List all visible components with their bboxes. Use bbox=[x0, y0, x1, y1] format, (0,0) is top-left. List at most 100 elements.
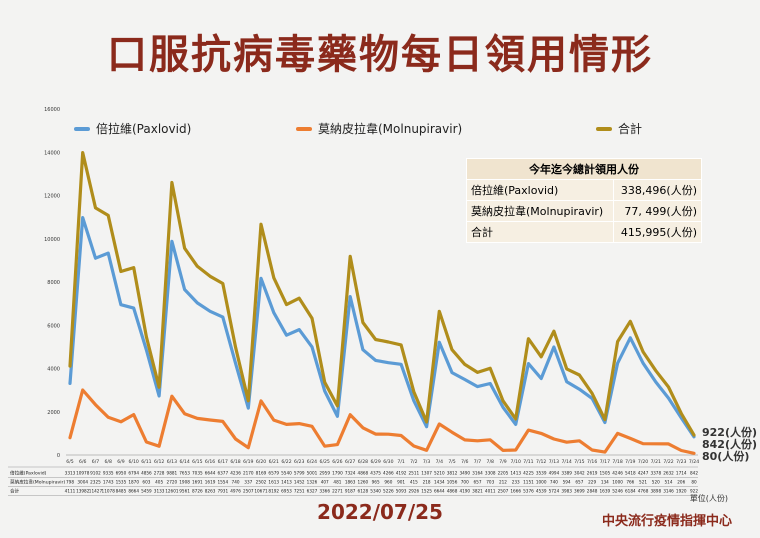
x-tick-label: 6/18 bbox=[230, 459, 240, 465]
x-tick-label: 7/5 bbox=[448, 459, 455, 465]
x-tick-label: 6/8 bbox=[105, 459, 112, 465]
table-cell: 657 bbox=[575, 480, 583, 485]
table-cell: 8664 bbox=[128, 489, 139, 494]
table-cell: 4011 bbox=[485, 489, 496, 494]
table-cell: 6794 bbox=[128, 471, 139, 476]
table-cell: 405 bbox=[155, 480, 163, 485]
table-cell: 6377 bbox=[217, 471, 228, 476]
table-cell: 2959 bbox=[319, 471, 330, 476]
table-cell: 1870 bbox=[128, 480, 139, 485]
y-tick-label: 0 bbox=[57, 453, 60, 459]
table-cell: 4225 bbox=[523, 471, 534, 476]
series-line-0 bbox=[68, 216, 696, 439]
x-tick-label: 7/24 bbox=[689, 459, 699, 465]
table-cell: 1151 bbox=[523, 480, 534, 485]
table-cell: 1326 bbox=[307, 480, 318, 485]
legend-item-total: 合計 bbox=[596, 120, 642, 137]
table-cell: 8726 bbox=[192, 489, 203, 494]
table-cell: 922 bbox=[690, 489, 698, 494]
x-tick-label: 6/12 bbox=[154, 459, 164, 465]
table-cell: 1525 bbox=[421, 489, 432, 494]
x-tick-label: 7/1 bbox=[397, 459, 404, 465]
x-tick-label: 7/17 bbox=[600, 459, 610, 465]
x-tick-label: 7/15 bbox=[574, 459, 584, 465]
x-tick-label: 6/5 bbox=[66, 459, 73, 465]
legend-swatch bbox=[296, 126, 312, 131]
table-cell: 5418 bbox=[625, 471, 636, 476]
table-cell: 2271 bbox=[332, 489, 343, 494]
table-cell: 1505 bbox=[600, 471, 611, 476]
table-cell: 8169 bbox=[256, 471, 267, 476]
table-cell: 740 bbox=[550, 480, 558, 485]
table-cell: 2728 bbox=[154, 471, 165, 476]
table-cell: 5459 bbox=[141, 489, 152, 494]
table-cell: 4768 bbox=[638, 489, 649, 494]
table-cell: 5340 bbox=[370, 489, 381, 494]
table-cell: 11427 bbox=[89, 489, 103, 494]
table-cell: 4247 bbox=[638, 471, 649, 476]
table-cell: 4868 bbox=[358, 471, 369, 476]
table-cell: 6644 bbox=[205, 471, 216, 476]
x-tick-label: 6/20 bbox=[256, 459, 266, 465]
legend-item-paxlovid: 倍拉維(Paxlovid) bbox=[74, 120, 191, 137]
table-cell: 10978 bbox=[76, 471, 90, 476]
table-cell: 5540 bbox=[281, 471, 292, 476]
legend-item-molnupiravir: 莫納皮拉韋(Molnupiravir) bbox=[296, 120, 462, 137]
table-cell: 4236 bbox=[230, 471, 241, 476]
table-cell: 9335 bbox=[103, 471, 114, 476]
table-cell: 1619 bbox=[205, 480, 216, 485]
table-cell: 5226 bbox=[383, 489, 394, 494]
table-cell: 1535 bbox=[116, 480, 127, 485]
x-tick-label: 7/13 bbox=[549, 459, 559, 465]
y-tick-label: 14000 bbox=[44, 150, 60, 156]
table-cell: 8263 bbox=[205, 489, 216, 494]
x-tick-label: 6/26 bbox=[332, 459, 342, 465]
table-cell: 212 bbox=[499, 480, 507, 485]
table-cell: 740 bbox=[232, 480, 240, 485]
y-tick-label: 2000 bbox=[47, 410, 60, 416]
x-tick-label: 6/29 bbox=[370, 459, 380, 465]
table-cell: 4539 bbox=[536, 489, 547, 494]
table-cell: 3812 bbox=[447, 471, 458, 476]
table-cell: 3042 bbox=[574, 471, 585, 476]
table-cell: 7035 bbox=[192, 471, 203, 476]
table-cell: 3983 bbox=[561, 489, 572, 494]
table-row-label: 合計 bbox=[10, 488, 20, 495]
table-cell: 1613 bbox=[268, 480, 279, 485]
x-tick-label: 6/23 bbox=[294, 459, 304, 465]
table-cell: 3308 bbox=[485, 471, 496, 476]
x-tick-label: 6/28 bbox=[358, 459, 368, 465]
x-tick-label: 7/9 bbox=[499, 459, 506, 465]
table-cell: 7251 bbox=[294, 489, 305, 494]
table-cell: 10671 bbox=[254, 489, 268, 494]
x-tick-label: 7/8 bbox=[487, 459, 494, 465]
table-cell: 3366 bbox=[319, 489, 330, 494]
table-cell: 1056 bbox=[447, 480, 458, 485]
end-label-molnupiravir: 80(人份) bbox=[702, 450, 750, 463]
table-cell: 3313 bbox=[65, 471, 76, 476]
table-cell: 1639 bbox=[600, 489, 611, 494]
x-tick-label: 7/12 bbox=[536, 459, 546, 465]
table-row-label: 倍拉維(Paxlovid) bbox=[10, 470, 47, 477]
y-tick-label: 4000 bbox=[47, 367, 60, 373]
table-cell: 5093 bbox=[396, 489, 407, 494]
end-label-total: 922(人份) bbox=[702, 426, 758, 439]
table-cell: 901 bbox=[397, 480, 405, 485]
unit-note: 單位(人份) bbox=[689, 494, 728, 503]
table-cell: 2632 bbox=[663, 471, 674, 476]
table-cell: 11078 bbox=[102, 489, 116, 494]
table-cell: 520 bbox=[652, 480, 660, 485]
table-cell: 1691 bbox=[192, 480, 203, 485]
table-cell: 9102 bbox=[90, 471, 101, 476]
x-tick-label: 7/22 bbox=[663, 459, 673, 465]
table-cell: 407 bbox=[321, 480, 329, 485]
table-cell: 5799 bbox=[294, 471, 305, 476]
table-cell: 766 bbox=[626, 480, 634, 485]
table-cell: 6644 bbox=[434, 489, 445, 494]
x-tick-label: 6/9 bbox=[117, 459, 124, 465]
table-cell: 1920 bbox=[676, 489, 687, 494]
x-tick-label: 6/30 bbox=[383, 459, 393, 465]
table-cell: 12601 bbox=[165, 489, 179, 494]
series-line-2 bbox=[68, 151, 696, 437]
end-label-paxlovid: 842(人份) bbox=[702, 438, 758, 451]
